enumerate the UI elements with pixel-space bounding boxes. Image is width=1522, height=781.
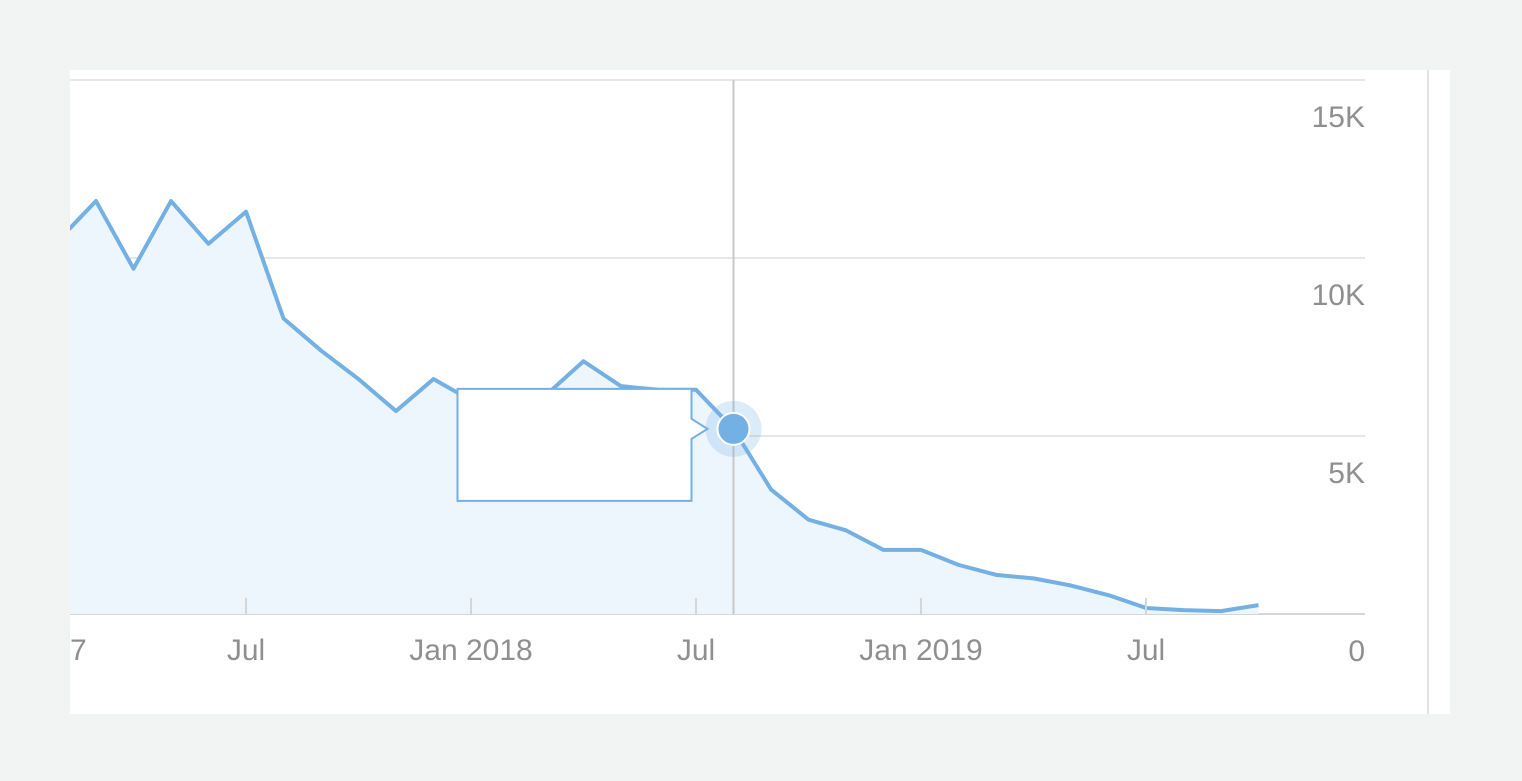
x-tick-label: Jul	[1127, 634, 1165, 667]
y-tick-label: 10K	[1312, 279, 1365, 312]
x-tick-label: Jul	[677, 634, 715, 667]
y-tick-label: 15K	[1312, 101, 1365, 134]
y-tick-label: 5K	[1328, 457, 1365, 490]
y-tick-label: 0	[1348, 635, 1365, 668]
x-tick-label: Jul	[227, 634, 265, 667]
overlay	[456, 80, 762, 614]
x-tick-label: Jan 2018	[409, 634, 532, 667]
hover-point	[716, 411, 751, 446]
x-tick-label: 7	[70, 634, 87, 667]
tooltip	[456, 387, 710, 502]
x-tick-label: Jan 2019	[859, 634, 982, 667]
